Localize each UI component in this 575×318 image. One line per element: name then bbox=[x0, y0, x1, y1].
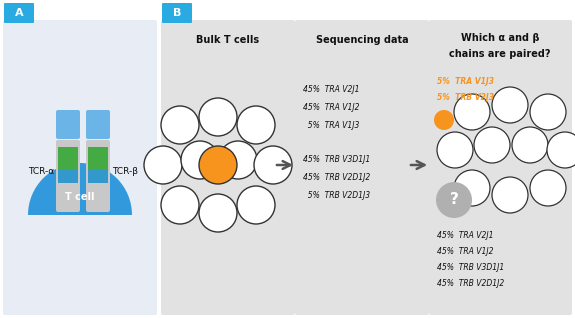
Circle shape bbox=[547, 132, 575, 168]
Bar bbox=[58, 147, 78, 169]
Bar bbox=[88, 147, 108, 169]
Text: 45%  TRB V3D1J1: 45% TRB V3D1J1 bbox=[303, 156, 370, 164]
FancyBboxPatch shape bbox=[429, 20, 572, 315]
Circle shape bbox=[237, 106, 275, 144]
Circle shape bbox=[199, 98, 237, 136]
Text: Sequencing data: Sequencing data bbox=[316, 35, 408, 45]
FancyBboxPatch shape bbox=[3, 20, 157, 315]
Circle shape bbox=[254, 146, 292, 184]
Circle shape bbox=[454, 94, 490, 130]
FancyBboxPatch shape bbox=[56, 140, 80, 212]
Text: Which α and β: Which α and β bbox=[461, 33, 539, 43]
Text: Bulk T cells: Bulk T cells bbox=[197, 35, 259, 45]
Circle shape bbox=[512, 127, 548, 163]
FancyBboxPatch shape bbox=[161, 20, 295, 315]
Text: 45%  TRA V1J2: 45% TRA V1J2 bbox=[303, 103, 359, 113]
Text: 45%  TRB V3D1J1: 45% TRB V3D1J1 bbox=[437, 264, 504, 273]
FancyBboxPatch shape bbox=[86, 110, 110, 139]
Text: 5%  TRB V2D1J3: 5% TRB V2D1J3 bbox=[303, 191, 370, 201]
Circle shape bbox=[454, 170, 490, 206]
Circle shape bbox=[219, 141, 257, 179]
FancyBboxPatch shape bbox=[56, 110, 80, 139]
Circle shape bbox=[144, 146, 182, 184]
Text: TCR-β: TCR-β bbox=[112, 168, 138, 176]
Circle shape bbox=[492, 87, 528, 123]
Circle shape bbox=[436, 182, 472, 218]
FancyBboxPatch shape bbox=[162, 3, 192, 23]
Circle shape bbox=[474, 127, 510, 163]
FancyBboxPatch shape bbox=[295, 20, 429, 315]
Text: chains are paired?: chains are paired? bbox=[449, 49, 551, 59]
Bar bbox=[88, 169, 108, 183]
Circle shape bbox=[199, 146, 237, 184]
Text: A: A bbox=[15, 8, 24, 18]
Text: 45%  TRA V2J1: 45% TRA V2J1 bbox=[303, 86, 359, 94]
Text: 5%  TRB V2J3: 5% TRB V2J3 bbox=[437, 93, 494, 102]
Text: T cell: T cell bbox=[65, 192, 95, 202]
Circle shape bbox=[530, 94, 566, 130]
Circle shape bbox=[492, 177, 528, 213]
Text: 45%  TRA V1J2: 45% TRA V1J2 bbox=[437, 247, 493, 257]
Circle shape bbox=[237, 186, 275, 224]
Text: B: B bbox=[173, 8, 181, 18]
Circle shape bbox=[161, 186, 199, 224]
Text: 45%  TRA V2J1: 45% TRA V2J1 bbox=[437, 232, 493, 240]
Circle shape bbox=[530, 170, 566, 206]
Text: 5%  TRA V1J3: 5% TRA V1J3 bbox=[303, 121, 359, 130]
Wedge shape bbox=[28, 163, 132, 215]
Text: 45%  TRB V2D1J2: 45% TRB V2D1J2 bbox=[303, 174, 370, 183]
Bar bbox=[58, 169, 78, 183]
Text: ?: ? bbox=[450, 192, 458, 208]
Circle shape bbox=[437, 132, 473, 168]
FancyBboxPatch shape bbox=[86, 140, 110, 212]
Circle shape bbox=[434, 110, 454, 130]
Circle shape bbox=[181, 141, 219, 179]
Circle shape bbox=[199, 194, 237, 232]
Text: 45%  TRB V2D1J2: 45% TRB V2D1J2 bbox=[437, 280, 504, 288]
Text: 5%  TRA V1J3: 5% TRA V1J3 bbox=[437, 78, 494, 86]
Circle shape bbox=[161, 106, 199, 144]
Text: TCR-α: TCR-α bbox=[28, 168, 54, 176]
FancyBboxPatch shape bbox=[4, 3, 34, 23]
